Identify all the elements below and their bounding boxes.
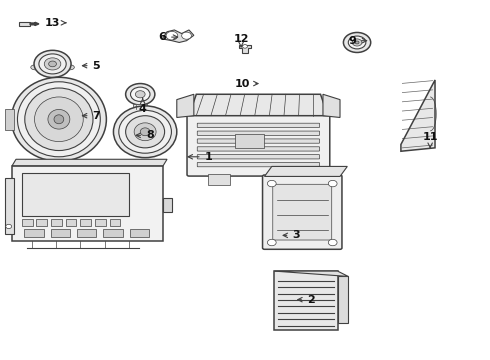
Ellipse shape: [54, 115, 64, 124]
Text: 3: 3: [283, 230, 300, 240]
Ellipse shape: [66, 65, 74, 70]
Ellipse shape: [125, 116, 165, 148]
Circle shape: [34, 50, 71, 77]
Polygon shape: [189, 94, 328, 116]
FancyBboxPatch shape: [197, 162, 319, 167]
Ellipse shape: [140, 128, 150, 136]
Circle shape: [166, 31, 178, 40]
Text: 2: 2: [298, 295, 315, 305]
FancyBboxPatch shape: [197, 139, 319, 143]
Circle shape: [182, 32, 192, 39]
Bar: [274, 271, 338, 330]
Circle shape: [39, 54, 66, 74]
Polygon shape: [177, 94, 194, 117]
Circle shape: [268, 239, 276, 246]
Bar: [133, 104, 147, 109]
Circle shape: [49, 61, 56, 67]
Bar: [163, 198, 172, 212]
Circle shape: [268, 180, 276, 187]
Ellipse shape: [18, 82, 100, 157]
FancyBboxPatch shape: [263, 175, 342, 249]
Bar: [22, 219, 32, 226]
Text: 1: 1: [188, 152, 212, 162]
Ellipse shape: [31, 65, 40, 70]
Bar: [103, 229, 122, 237]
Bar: [77, 229, 97, 237]
Bar: [20, 22, 30, 26]
Bar: [66, 219, 76, 226]
Bar: [12, 166, 163, 241]
Bar: [110, 219, 120, 226]
Text: 9: 9: [348, 36, 367, 46]
Polygon shape: [323, 94, 340, 117]
Bar: [50, 229, 70, 237]
Bar: [5, 109, 14, 130]
Bar: [208, 174, 230, 185]
Ellipse shape: [25, 88, 93, 150]
Polygon shape: [265, 166, 347, 176]
Bar: [24, 229, 44, 237]
Circle shape: [130, 87, 150, 102]
FancyArrow shape: [30, 22, 39, 26]
Circle shape: [243, 45, 247, 48]
Bar: [298, 174, 320, 185]
Bar: [51, 219, 62, 226]
Circle shape: [6, 224, 12, 229]
FancyBboxPatch shape: [197, 123, 319, 127]
Text: 13: 13: [45, 18, 66, 28]
Bar: [338, 276, 348, 323]
FancyBboxPatch shape: [187, 114, 330, 176]
Ellipse shape: [119, 111, 172, 153]
Bar: [22, 173, 129, 216]
Bar: [95, 219, 106, 226]
Circle shape: [135, 91, 145, 98]
FancyBboxPatch shape: [273, 184, 332, 240]
Text: 10: 10: [235, 78, 258, 89]
FancyBboxPatch shape: [197, 155, 319, 159]
Ellipse shape: [11, 77, 106, 161]
Text: 7: 7: [82, 111, 100, 121]
Circle shape: [125, 84, 155, 105]
Ellipse shape: [134, 123, 156, 141]
Text: 12: 12: [233, 34, 249, 47]
Text: 11: 11: [422, 132, 438, 148]
Circle shape: [352, 39, 362, 46]
Bar: [235, 134, 265, 148]
Polygon shape: [274, 271, 348, 276]
Ellipse shape: [48, 109, 70, 129]
Bar: [129, 229, 149, 237]
Bar: [5, 178, 14, 234]
Text: 6: 6: [158, 32, 178, 42]
Polygon shape: [401, 80, 435, 151]
Circle shape: [348, 36, 366, 49]
Bar: [36, 219, 47, 226]
Bar: [80, 219, 91, 226]
Polygon shape: [12, 159, 167, 166]
FancyBboxPatch shape: [197, 147, 319, 151]
Circle shape: [343, 32, 371, 53]
Polygon shape: [239, 45, 251, 53]
Polygon shape: [162, 30, 194, 42]
Text: 4: 4: [139, 98, 147, 113]
Ellipse shape: [34, 97, 83, 141]
Text: 5: 5: [82, 61, 100, 71]
Circle shape: [328, 239, 337, 246]
FancyBboxPatch shape: [197, 131, 319, 135]
Circle shape: [328, 180, 337, 187]
Circle shape: [355, 41, 359, 44]
Circle shape: [44, 58, 61, 70]
Text: 8: 8: [136, 130, 154, 140]
Ellipse shape: [114, 106, 177, 158]
